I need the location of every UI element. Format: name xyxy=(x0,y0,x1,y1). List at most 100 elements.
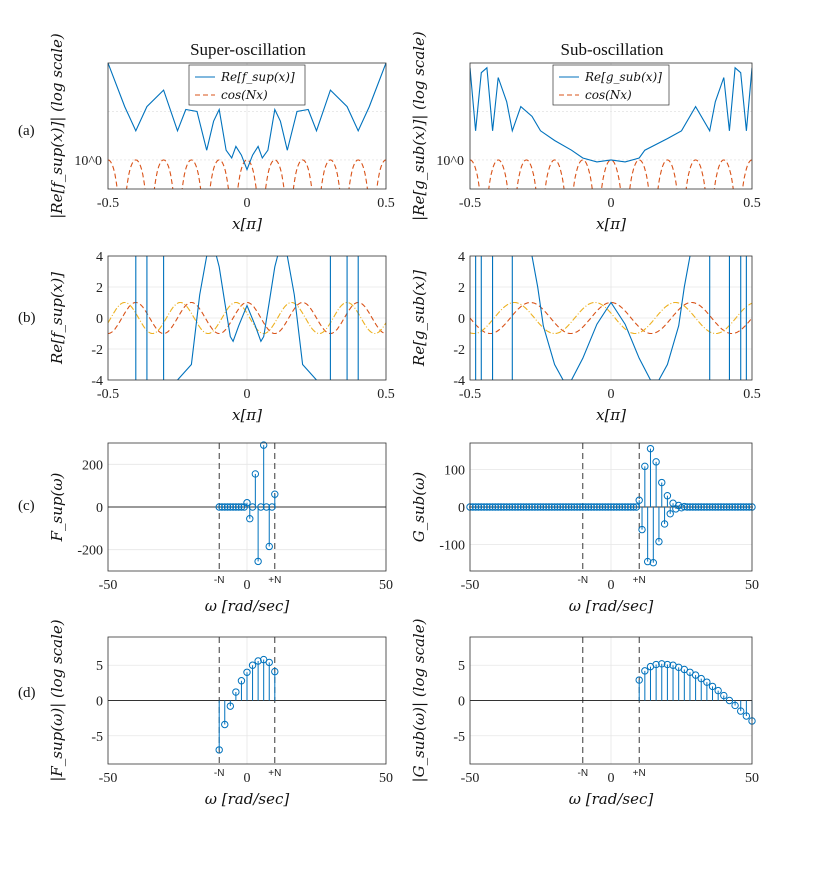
stem-marker xyxy=(737,707,745,715)
stem-marker xyxy=(215,503,223,511)
x-tick-label: -50 xyxy=(461,771,480,786)
stem-marker xyxy=(627,503,635,511)
stem-marker xyxy=(607,503,615,511)
plus-n-label: +N xyxy=(633,575,646,586)
minus-n-label: -N xyxy=(214,768,225,779)
stem-marker xyxy=(556,503,564,511)
stem-marker xyxy=(533,503,542,511)
stem-marker xyxy=(215,746,223,754)
legend: Re[f_sup(x)] cos(Nx) xyxy=(188,64,306,106)
panel-d-left: -50 0 50-505-N +N|F_sup(ω)| (log scale)ω [r… xyxy=(48,619,393,808)
stem-marker xyxy=(565,503,573,511)
stem-marker xyxy=(689,503,697,511)
stem-marker xyxy=(635,676,643,684)
stem-marker xyxy=(497,503,505,511)
stem-marker xyxy=(680,665,689,674)
stem-marker xyxy=(703,503,711,511)
stem-marker xyxy=(742,503,751,511)
y-tick-label: -4 xyxy=(91,374,103,389)
stem-marker xyxy=(714,503,722,511)
stem-marker xyxy=(663,660,672,669)
stem-marker xyxy=(508,503,516,511)
x-axis-label: ω [rad/sec] xyxy=(569,790,654,808)
stem-marker xyxy=(525,503,533,511)
stem-marker xyxy=(649,559,657,567)
stem-marker xyxy=(567,503,576,511)
stem-marker xyxy=(660,520,669,528)
y-tick-label: -5 xyxy=(453,730,465,745)
panel-a-right: -0.5 0 0.5 10^0 |Re[g_sub(x)]| (log scale) x[… xyxy=(410,31,761,233)
axes-box xyxy=(469,636,753,765)
x-tick-label: 0.5 xyxy=(377,196,395,211)
row-label-b: (b) xyxy=(18,310,36,326)
stem-marker xyxy=(265,658,273,667)
stem-marker xyxy=(711,503,720,511)
y-tick-label: -2 xyxy=(453,343,465,358)
col-title-super: Super-oscillation xyxy=(190,40,306,59)
y-axis-label: G_sub(ω) xyxy=(410,472,428,543)
stem-marker xyxy=(629,503,638,511)
x-axis-label: x[π] xyxy=(596,406,626,424)
stem-marker xyxy=(514,503,522,511)
stem-marker xyxy=(488,503,497,511)
stem-marker xyxy=(643,557,652,566)
main-series-line xyxy=(108,63,386,172)
y-tick-label: 0 xyxy=(458,695,465,710)
cos-series-line xyxy=(108,301,386,335)
stem-marker xyxy=(720,691,728,700)
stem-marker xyxy=(635,496,643,504)
y-tick-label: 0 xyxy=(458,501,465,516)
stem-marker xyxy=(271,667,279,676)
axes-box xyxy=(107,636,387,765)
stem-marker xyxy=(691,671,700,679)
y-tick-label: 4 xyxy=(458,250,465,265)
stem-marker xyxy=(731,503,739,511)
stem-marker xyxy=(720,503,728,511)
x-axis-label: x[π] xyxy=(232,406,262,424)
stem-marker xyxy=(706,503,714,511)
stem-marker xyxy=(680,502,689,511)
stem-marker xyxy=(553,503,562,511)
stem-marker xyxy=(576,503,584,511)
stem-marker xyxy=(562,503,570,511)
phase-series-line xyxy=(470,301,752,335)
stem-marker xyxy=(528,503,536,511)
x-tick-label: -0.5 xyxy=(97,387,119,402)
stem-marker xyxy=(610,503,618,511)
x-tick-label: -50 xyxy=(99,578,118,593)
legend-entry-main: Re[g_sub(x)] xyxy=(584,70,662,84)
stem-marker xyxy=(542,503,550,511)
stem-marker xyxy=(491,503,500,511)
stem-marker xyxy=(708,682,717,691)
legend-entry-cos: cos(Nx) xyxy=(585,88,632,102)
panel-d-right: -50 0 50-505-N +N|G_sub(ω)| (log scale)ω [r… xyxy=(410,618,759,808)
stem-marker xyxy=(517,503,525,511)
stem-marker xyxy=(683,503,691,511)
stem-marker xyxy=(251,470,260,478)
stem-marker xyxy=(604,503,612,511)
x-tick-label: 0 xyxy=(244,387,251,402)
stem-marker xyxy=(505,503,514,511)
stem-marker xyxy=(691,503,700,511)
panel-c-left: -50 0 50 -200 0 200 -N +N F_sup(ω) ω [rad/sec] xyxy=(48,441,393,615)
stem-marker xyxy=(237,677,246,685)
stem-marker xyxy=(646,444,655,453)
stem-marker xyxy=(234,503,243,511)
stem-marker xyxy=(717,503,725,511)
x-axis-label: ω [rad/sec] xyxy=(205,597,290,615)
stem-marker xyxy=(725,503,734,511)
x-tick-label: 50 xyxy=(745,771,759,786)
y-axis-label: |Re[f_sup(x)]| (log scale) xyxy=(48,33,66,219)
y-axis-label: Re[f_sup(x)] xyxy=(48,272,66,365)
stem-marker xyxy=(742,712,751,720)
stem-marker xyxy=(550,503,559,511)
y-tick-label: -100 xyxy=(439,539,465,554)
stem-marker xyxy=(652,458,660,466)
stem-marker xyxy=(641,462,649,471)
stem-marker xyxy=(548,503,556,511)
y-tick-label: -2 xyxy=(91,343,103,358)
stem-marker xyxy=(536,503,545,511)
x-tick-label: -0.5 xyxy=(459,387,481,402)
stem-marker xyxy=(254,657,262,665)
